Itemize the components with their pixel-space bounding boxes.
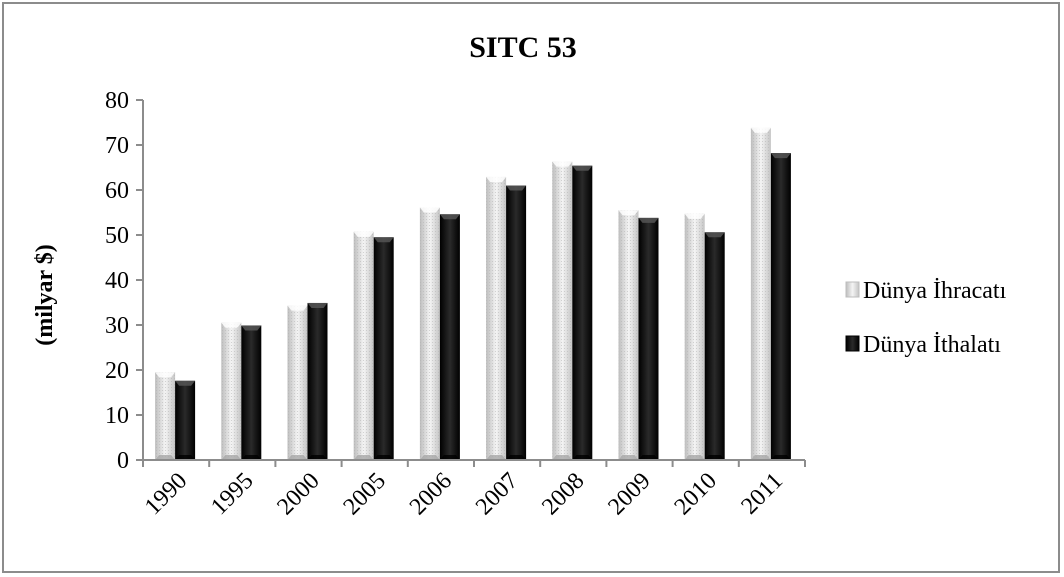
bar-import-base	[638, 455, 659, 460]
bar-export-texture	[155, 372, 176, 460]
y-tick-label: 40	[105, 268, 129, 294]
bar-export-base	[552, 455, 573, 460]
bar-export-base	[618, 455, 639, 460]
bar-import	[439, 214, 460, 460]
bar-export-texture	[419, 207, 440, 460]
bar-import-cap	[373, 237, 394, 243]
bar-export-base	[221, 455, 242, 460]
bar-import-base	[373, 455, 394, 460]
x-tick-label: 2006	[405, 468, 457, 520]
bar-import-cap	[770, 153, 791, 159]
bar-export-cap	[419, 207, 440, 213]
bar-import-base	[704, 455, 725, 460]
y-tick-label: 0	[117, 448, 129, 474]
y-tick-label: 60	[105, 178, 129, 204]
bar-import-cap	[572, 165, 593, 171]
bar-export-base	[353, 455, 374, 460]
y-tick-label: 10	[105, 403, 129, 429]
y-tick-label: 70	[105, 133, 129, 159]
bar-import-base	[439, 455, 460, 460]
bar-export-cap	[486, 176, 507, 182]
y-tick-label: 80	[105, 88, 129, 114]
legend-label-export: Dünya İhracatı	[863, 278, 1007, 304]
bar-export-base	[155, 455, 176, 460]
bar-export-base	[486, 455, 507, 460]
bar-import	[506, 185, 527, 460]
legend: Dünya İhracatı Dünya İthalatı	[845, 278, 1007, 358]
bar-import-cap	[704, 232, 725, 238]
x-tick-label: 2000	[272, 468, 324, 520]
bar-export-cap	[155, 372, 176, 378]
x-tick-label: 2008	[537, 468, 589, 520]
bars-group	[155, 127, 791, 461]
bar-import	[373, 237, 394, 460]
bar-import-base	[572, 455, 593, 460]
bar-export-base	[684, 455, 705, 460]
bar-import	[770, 153, 791, 460]
bar-import-cap	[506, 185, 527, 191]
bar-export-cap	[618, 210, 639, 216]
bar-import	[175, 380, 196, 460]
bar-import-cap	[175, 380, 196, 386]
x-tick-label: 2005	[339, 468, 391, 520]
bar-export-base	[287, 455, 308, 460]
bar-export-texture	[552, 161, 573, 460]
legend-swatch-import	[845, 335, 860, 352]
bar-import	[241, 325, 262, 460]
bar-export-texture	[353, 231, 374, 460]
legend-swatch-export	[845, 281, 860, 298]
y-axis-label: (milyar $)	[32, 244, 58, 346]
bar-import	[572, 165, 593, 460]
bar-export-texture	[684, 213, 705, 460]
bar-import-cap	[439, 214, 460, 220]
bar-import-cap	[241, 325, 262, 331]
bar-export-texture	[750, 127, 771, 461]
x-tick-label: 2011	[736, 468, 788, 520]
bar-import	[638, 217, 659, 460]
bar-export-cap	[552, 161, 573, 167]
bar-import-base	[241, 455, 262, 460]
y-tick-label: 30	[105, 313, 129, 339]
bar-export-cap	[684, 213, 705, 219]
y-tick-label: 20	[105, 358, 129, 384]
bar-import-cap	[638, 217, 659, 223]
x-axis-ticks: 1990 1995 2000 2005 2006 2007 2008 2009 2010 2011	[140, 460, 806, 520]
y-axis-ticks: 0 10 20 30 40 50 60 70 80	[105, 88, 143, 474]
bar-export-texture	[486, 176, 507, 460]
x-tick-label: 1995	[206, 468, 258, 520]
bar-export-base	[419, 455, 440, 460]
bar-export-texture	[618, 210, 639, 460]
bar-import	[307, 302, 328, 460]
bar-export-texture	[287, 305, 308, 460]
bar-import-base	[506, 455, 527, 460]
legend-label-import: Dünya İthalatı	[863, 332, 1001, 358]
x-tick-label: 2007	[471, 468, 523, 520]
bar-export-cap	[750, 127, 771, 133]
bar-import-base	[770, 455, 791, 460]
bar-export-texture	[221, 322, 242, 460]
bar-import	[704, 232, 725, 460]
x-tick-label: 2009	[603, 468, 655, 520]
y-tick-label: 50	[105, 223, 129, 249]
bar-import-base	[307, 455, 328, 460]
chart-title: SITC 53	[469, 31, 577, 64]
bar-export-cap	[221, 322, 242, 328]
x-tick-label: 1990	[140, 468, 192, 520]
bar-import-base	[175, 455, 196, 460]
bar-export-base	[750, 455, 771, 460]
x-tick-label: 2010	[670, 468, 722, 520]
bar-export-cap	[287, 305, 308, 311]
bar-import-cap	[307, 302, 328, 308]
bar-export-cap	[353, 231, 374, 237]
